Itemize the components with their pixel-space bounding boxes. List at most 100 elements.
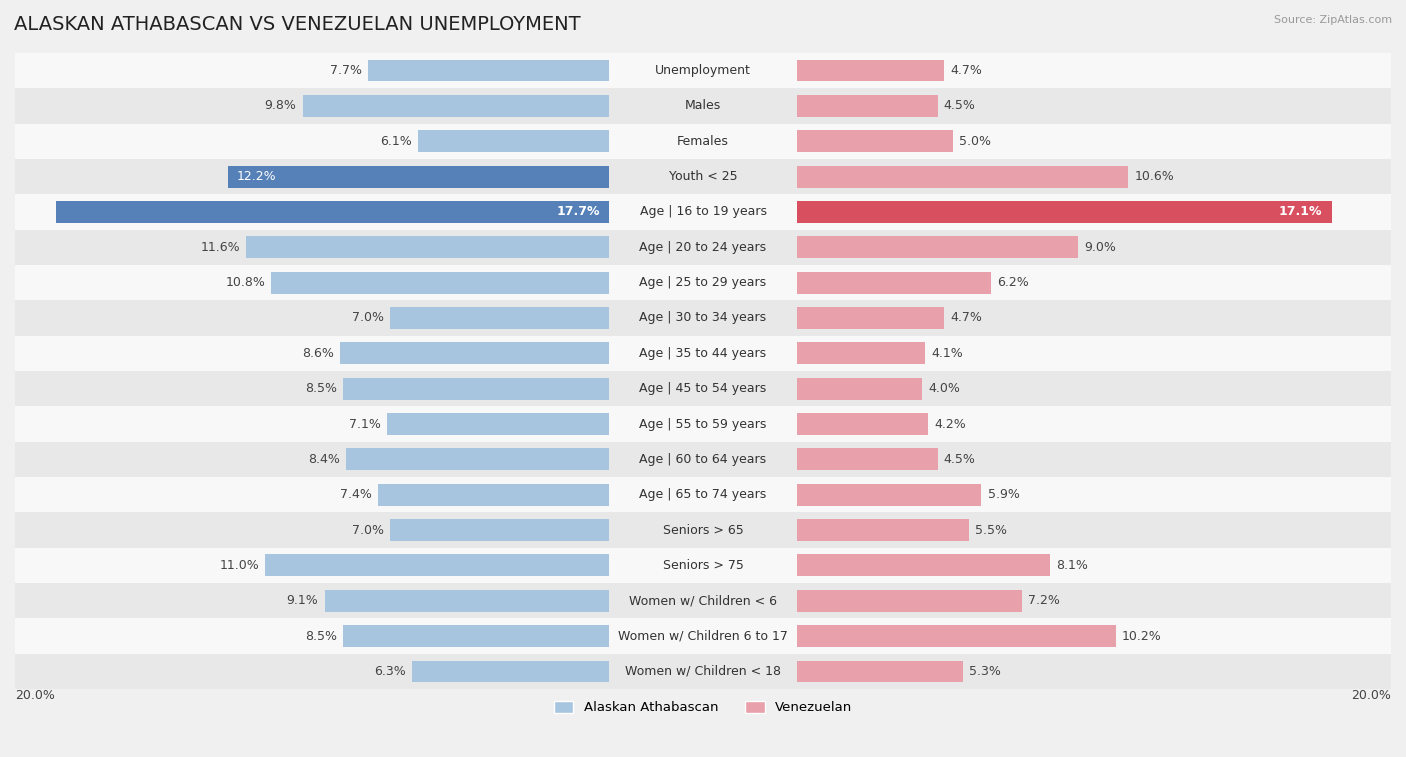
- Bar: [15, 618, 1391, 654]
- Bar: [246, 236, 609, 258]
- Text: Source: ZipAtlas.com: Source: ZipAtlas.com: [1274, 15, 1392, 25]
- Text: 5.3%: 5.3%: [969, 665, 1001, 678]
- Text: Youth < 25: Youth < 25: [669, 170, 737, 183]
- Text: 6.1%: 6.1%: [381, 135, 412, 148]
- Bar: [797, 272, 991, 294]
- Bar: [15, 335, 1391, 371]
- Text: 11.6%: 11.6%: [201, 241, 240, 254]
- Text: Age | 20 to 24 years: Age | 20 to 24 years: [640, 241, 766, 254]
- Bar: [340, 342, 609, 364]
- Bar: [15, 53, 1391, 89]
- Bar: [266, 554, 609, 576]
- Text: Age | 60 to 64 years: Age | 60 to 64 years: [640, 453, 766, 466]
- Text: Women w/ Children 6 to 17: Women w/ Children 6 to 17: [619, 630, 787, 643]
- Bar: [391, 307, 609, 329]
- Bar: [343, 625, 609, 647]
- Bar: [15, 442, 1391, 477]
- Text: Age | 65 to 74 years: Age | 65 to 74 years: [640, 488, 766, 501]
- Text: ALASKAN ATHABASCAN VS VENEZUELAN UNEMPLOYMENT: ALASKAN ATHABASCAN VS VENEZUELAN UNEMPLO…: [14, 15, 581, 34]
- Bar: [271, 272, 609, 294]
- Bar: [387, 413, 609, 435]
- Bar: [797, 130, 953, 152]
- Text: Seniors > 65: Seniors > 65: [662, 524, 744, 537]
- Text: 10.2%: 10.2%: [1122, 630, 1161, 643]
- Bar: [228, 166, 609, 188]
- Text: Age | 55 to 59 years: Age | 55 to 59 years: [640, 418, 766, 431]
- Text: 7.0%: 7.0%: [352, 311, 384, 325]
- Text: 20.0%: 20.0%: [15, 689, 55, 702]
- Text: 4.7%: 4.7%: [950, 311, 981, 325]
- Text: 6.2%: 6.2%: [997, 276, 1029, 289]
- Text: Women w/ Children < 6: Women w/ Children < 6: [628, 594, 778, 607]
- Text: 10.8%: 10.8%: [225, 276, 266, 289]
- Text: 17.7%: 17.7%: [557, 205, 600, 219]
- Text: Women w/ Children < 18: Women w/ Children < 18: [626, 665, 780, 678]
- Bar: [15, 195, 1391, 229]
- Bar: [797, 201, 1331, 223]
- Bar: [797, 448, 938, 470]
- Text: 7.2%: 7.2%: [1028, 594, 1060, 607]
- Bar: [797, 590, 1022, 612]
- Text: 5.9%: 5.9%: [987, 488, 1019, 501]
- Bar: [378, 484, 609, 506]
- Bar: [15, 301, 1391, 335]
- Bar: [15, 654, 1391, 689]
- Text: 4.5%: 4.5%: [943, 453, 976, 466]
- Bar: [15, 123, 1391, 159]
- Text: 5.0%: 5.0%: [959, 135, 991, 148]
- Text: 4.5%: 4.5%: [943, 99, 976, 112]
- Bar: [797, 95, 938, 117]
- Bar: [15, 159, 1391, 195]
- Bar: [797, 554, 1050, 576]
- Bar: [15, 477, 1391, 512]
- Text: 9.0%: 9.0%: [1084, 241, 1116, 254]
- Bar: [368, 60, 609, 82]
- Bar: [797, 484, 981, 506]
- Bar: [346, 448, 609, 470]
- Bar: [343, 378, 609, 400]
- Text: 10.6%: 10.6%: [1135, 170, 1174, 183]
- Text: Age | 16 to 19 years: Age | 16 to 19 years: [640, 205, 766, 219]
- Bar: [15, 265, 1391, 301]
- Text: 8.4%: 8.4%: [308, 453, 340, 466]
- Text: Unemployment: Unemployment: [655, 64, 751, 77]
- Text: 8.1%: 8.1%: [1056, 559, 1088, 572]
- Text: 20.0%: 20.0%: [1351, 689, 1391, 702]
- Text: Age | 25 to 29 years: Age | 25 to 29 years: [640, 276, 766, 289]
- Bar: [15, 512, 1391, 548]
- Text: Age | 30 to 34 years: Age | 30 to 34 years: [640, 311, 766, 325]
- Text: 17.1%: 17.1%: [1278, 205, 1322, 219]
- Text: 8.6%: 8.6%: [302, 347, 335, 360]
- Bar: [15, 407, 1391, 442]
- Bar: [15, 371, 1391, 407]
- Bar: [797, 166, 1128, 188]
- Text: 7.1%: 7.1%: [349, 418, 381, 431]
- Text: 6.3%: 6.3%: [374, 665, 406, 678]
- Legend: Alaskan Athabascan, Venezuelan: Alaskan Athabascan, Venezuelan: [554, 701, 852, 715]
- Text: Females: Females: [678, 135, 728, 148]
- Bar: [56, 201, 609, 223]
- Text: 8.5%: 8.5%: [305, 630, 337, 643]
- Text: 7.7%: 7.7%: [330, 64, 363, 77]
- Text: 4.7%: 4.7%: [950, 64, 981, 77]
- Text: 4.0%: 4.0%: [928, 382, 960, 395]
- Bar: [15, 89, 1391, 123]
- Bar: [15, 583, 1391, 618]
- Text: 8.5%: 8.5%: [305, 382, 337, 395]
- Bar: [15, 548, 1391, 583]
- Text: Males: Males: [685, 99, 721, 112]
- Bar: [419, 130, 609, 152]
- Bar: [15, 229, 1391, 265]
- Text: 7.4%: 7.4%: [340, 488, 371, 501]
- Bar: [797, 625, 1116, 647]
- Bar: [302, 95, 609, 117]
- Text: 11.0%: 11.0%: [219, 559, 259, 572]
- Bar: [412, 661, 609, 683]
- Text: 7.0%: 7.0%: [352, 524, 384, 537]
- Bar: [797, 60, 943, 82]
- Bar: [797, 519, 969, 541]
- Bar: [797, 307, 943, 329]
- Text: 9.8%: 9.8%: [264, 99, 297, 112]
- Bar: [797, 661, 963, 683]
- Text: 12.2%: 12.2%: [238, 170, 277, 183]
